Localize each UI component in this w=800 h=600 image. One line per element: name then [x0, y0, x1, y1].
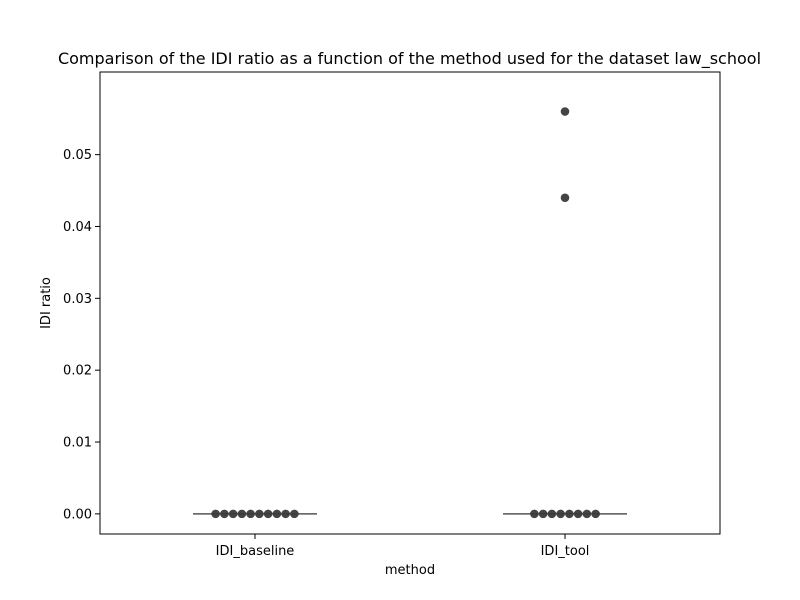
- data-point: [263, 509, 273, 519]
- y-tick-label: 0.03: [63, 292, 92, 307]
- y-tick-label: 0.05: [63, 148, 92, 163]
- x-tick-label: IDI_tool: [541, 544, 590, 559]
- data-point: [556, 509, 565, 519]
- data-point: [591, 509, 600, 519]
- data-point: [582, 509, 592, 519]
- data-point: [290, 509, 299, 519]
- data-point: [530, 509, 539, 519]
- data-point: [211, 509, 220, 519]
- data-point: [573, 509, 583, 519]
- y-axis: 0.00 0.01 0.02 0.03 0.04 0.05: [63, 148, 100, 522]
- data-point: [547, 509, 557, 519]
- data-point: [220, 509, 229, 519]
- data-point: [246, 509, 255, 519]
- x-tick-label: IDI_baseline: [216, 544, 295, 559]
- data-marks: [193, 107, 627, 519]
- data-point: [281, 509, 290, 519]
- data-point: [272, 509, 282, 519]
- data-point: [237, 509, 247, 519]
- data-point: [565, 509, 574, 519]
- y-tick-label: 0.01: [63, 436, 92, 451]
- data-point: [560, 193, 570, 203]
- y-axis-label: IDI ratio: [39, 277, 54, 329]
- data-point: [538, 509, 548, 519]
- y-tick-label: 0.00: [63, 507, 92, 522]
- data-point: [560, 107, 570, 116]
- y-tick-label: 0.04: [63, 220, 92, 235]
- y-tick-label: 0.02: [63, 364, 92, 379]
- x-axis-label: method: [385, 563, 435, 578]
- chart-title: Comparison of the IDI ratio as a functio…: [58, 49, 761, 69]
- data-point: [255, 509, 264, 519]
- x-axis: IDI_baseline IDI_tool: [216, 534, 590, 559]
- data-point: [228, 509, 238, 519]
- plot-area: [99, 71, 721, 535]
